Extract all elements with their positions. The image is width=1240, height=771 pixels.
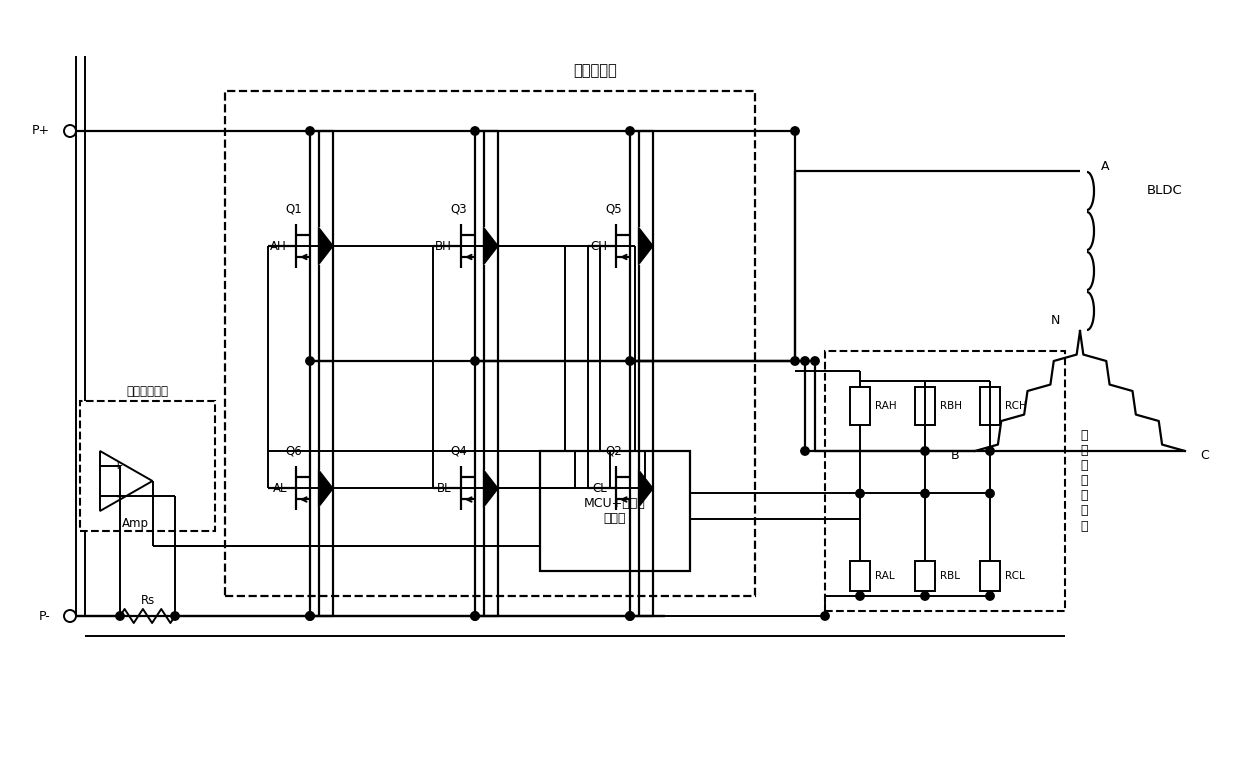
- Text: B: B: [951, 449, 960, 463]
- Text: C: C: [1200, 449, 1209, 463]
- Text: RCL: RCL: [1004, 571, 1024, 581]
- Text: A: A: [1101, 160, 1110, 173]
- Text: CL: CL: [593, 482, 608, 495]
- Bar: [224, 91, 755, 596]
- Circle shape: [856, 592, 864, 600]
- Text: P-: P-: [38, 610, 50, 622]
- Circle shape: [626, 612, 634, 620]
- Text: RAH: RAH: [875, 401, 897, 411]
- Text: N: N: [1050, 315, 1060, 328]
- Text: 三相逆变桥: 三相逆变桥: [573, 63, 616, 79]
- Text: Q1: Q1: [285, 203, 303, 216]
- Text: Amp: Amp: [122, 517, 149, 530]
- Text: 电流采样模块: 电流采样模块: [126, 386, 169, 399]
- Polygon shape: [484, 470, 498, 507]
- Bar: [539, 451, 689, 571]
- Circle shape: [921, 592, 929, 600]
- Bar: [915, 561, 935, 591]
- Text: BLDC: BLDC: [1147, 184, 1183, 197]
- Bar: [849, 387, 870, 425]
- Circle shape: [801, 447, 810, 455]
- Circle shape: [306, 612, 314, 620]
- Bar: [915, 387, 935, 425]
- Text: RBL: RBL: [940, 571, 960, 581]
- Circle shape: [306, 357, 314, 365]
- Circle shape: [856, 490, 864, 498]
- Circle shape: [801, 357, 810, 365]
- Text: RCH: RCH: [1004, 401, 1027, 411]
- Polygon shape: [484, 227, 498, 264]
- Circle shape: [986, 490, 994, 498]
- Text: RAL: RAL: [875, 571, 894, 581]
- Circle shape: [471, 612, 479, 620]
- Circle shape: [986, 447, 994, 455]
- Text: 反
电
势
采
集
模
块: 反 电 势 采 集 模 块: [1080, 429, 1087, 533]
- Text: Rs: Rs: [140, 594, 155, 607]
- Circle shape: [986, 592, 994, 600]
- Circle shape: [791, 126, 800, 135]
- Bar: [849, 561, 870, 591]
- Circle shape: [791, 357, 800, 365]
- Text: Q5: Q5: [605, 203, 622, 216]
- Text: +: +: [112, 460, 123, 473]
- Circle shape: [171, 612, 180, 620]
- Bar: [980, 387, 999, 425]
- Circle shape: [471, 357, 479, 365]
- Text: -: -: [115, 489, 120, 503]
- Polygon shape: [639, 470, 653, 507]
- Circle shape: [626, 612, 634, 620]
- Circle shape: [921, 447, 929, 455]
- Circle shape: [471, 126, 479, 135]
- Text: BH: BH: [435, 240, 453, 252]
- Polygon shape: [319, 470, 334, 507]
- Text: RBH: RBH: [940, 401, 962, 411]
- Bar: [81, 401, 215, 531]
- Text: AH: AH: [270, 240, 286, 252]
- Text: Q4: Q4: [450, 445, 467, 458]
- Bar: [980, 561, 999, 591]
- Text: P+: P+: [32, 124, 50, 137]
- Polygon shape: [639, 227, 653, 264]
- Text: BL: BL: [438, 482, 453, 495]
- Text: CH: CH: [590, 240, 608, 252]
- Text: MCU+功率驱
动模块: MCU+功率驱 动模块: [584, 497, 646, 525]
- Text: AL: AL: [273, 482, 286, 495]
- Text: Q3: Q3: [450, 203, 467, 216]
- Circle shape: [626, 357, 634, 365]
- Circle shape: [821, 612, 830, 620]
- Circle shape: [811, 357, 820, 365]
- Circle shape: [306, 126, 314, 135]
- Text: Q6: Q6: [285, 445, 303, 458]
- Circle shape: [471, 612, 479, 620]
- Bar: [825, 351, 1065, 611]
- Circle shape: [115, 612, 124, 620]
- Circle shape: [921, 490, 929, 498]
- Text: Q2: Q2: [605, 445, 622, 458]
- Circle shape: [306, 612, 314, 620]
- Circle shape: [626, 126, 634, 135]
- Polygon shape: [319, 227, 334, 264]
